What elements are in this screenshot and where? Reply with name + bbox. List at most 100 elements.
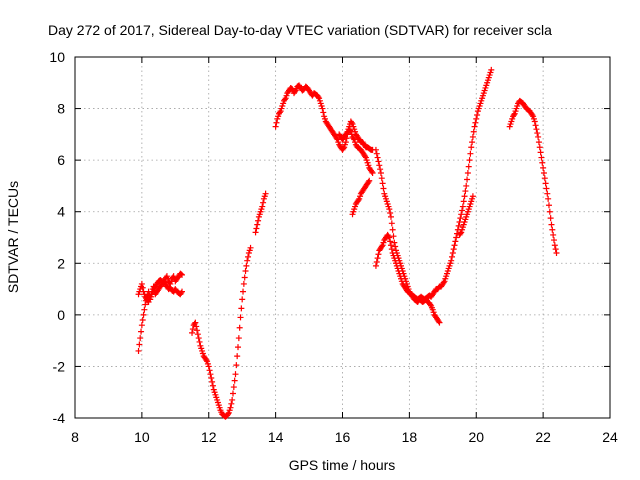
data-point xyxy=(546,208,553,215)
data-point xyxy=(206,367,213,374)
data-point xyxy=(178,271,185,278)
data-point xyxy=(541,175,548,182)
y-tick-label: 6 xyxy=(57,152,65,168)
data-point xyxy=(139,317,146,324)
x-tick-label: 12 xyxy=(201,429,217,445)
data-point xyxy=(372,146,379,153)
x-tick-label: 24 xyxy=(602,429,618,445)
y-axis-title: SDTVAR / TECUs xyxy=(5,181,21,293)
data-point xyxy=(192,319,199,326)
y-tick-label: 4 xyxy=(57,204,65,220)
data-point xyxy=(179,288,185,295)
data-point xyxy=(390,233,397,240)
data-point xyxy=(427,301,434,308)
data-point xyxy=(137,335,144,342)
data-point xyxy=(373,258,380,265)
data-point xyxy=(469,193,476,200)
data-point xyxy=(553,249,560,256)
data-point xyxy=(236,324,243,331)
data-point xyxy=(320,109,327,116)
data-point xyxy=(436,319,443,326)
data-point xyxy=(535,139,542,146)
x-tick-label: 20 xyxy=(468,429,484,445)
data-point xyxy=(189,326,196,333)
data-point xyxy=(262,190,269,197)
data-point xyxy=(537,149,544,156)
data-point xyxy=(542,180,549,187)
x-tick-label: 10 xyxy=(134,429,150,445)
data-point xyxy=(392,243,399,250)
data-point xyxy=(342,139,349,146)
data-point xyxy=(194,331,201,338)
data-point xyxy=(460,198,467,205)
data-point xyxy=(469,133,476,140)
data-point xyxy=(227,404,234,411)
data-point xyxy=(348,119,355,126)
data-point xyxy=(552,246,559,253)
data-point xyxy=(378,243,385,250)
data-point xyxy=(535,133,542,140)
data-point xyxy=(533,126,540,133)
data-point xyxy=(467,150,474,157)
y-tick-label: 8 xyxy=(57,101,65,117)
data-point xyxy=(375,251,382,258)
data-point xyxy=(135,347,142,354)
data-point xyxy=(462,188,469,195)
data-point xyxy=(259,203,266,210)
data-point xyxy=(233,362,240,369)
data-point xyxy=(389,226,396,233)
y-tick-label: -2 xyxy=(53,358,66,374)
data-point xyxy=(379,180,386,187)
data-point xyxy=(378,175,385,182)
data-point xyxy=(209,382,216,389)
data-point xyxy=(391,239,398,246)
data-point xyxy=(388,220,395,227)
data-point xyxy=(273,119,280,126)
data-point xyxy=(387,210,394,217)
data-point xyxy=(458,211,465,218)
data-point xyxy=(545,195,552,202)
data-point xyxy=(239,296,246,303)
data-point xyxy=(440,279,447,286)
data-point xyxy=(377,166,384,173)
data-point xyxy=(387,213,394,220)
data-point xyxy=(387,238,394,245)
data-point xyxy=(241,274,248,281)
data-point xyxy=(238,305,245,312)
data-point xyxy=(366,177,373,184)
data-point xyxy=(529,112,536,119)
data-point xyxy=(141,306,148,313)
data-point xyxy=(281,96,288,103)
data-point xyxy=(532,122,539,129)
data-point xyxy=(140,311,147,318)
data-point xyxy=(315,93,322,100)
data-point xyxy=(343,130,350,137)
data-point xyxy=(468,144,475,151)
data-point xyxy=(474,112,481,119)
y-tick-label: 10 xyxy=(49,49,65,65)
data-point xyxy=(178,289,185,296)
data-point xyxy=(138,328,145,335)
data-point xyxy=(448,257,455,264)
data-point xyxy=(453,234,460,241)
data-point xyxy=(449,249,456,256)
data-point xyxy=(252,229,259,236)
data-point xyxy=(549,226,556,233)
data-point xyxy=(232,371,239,378)
data-point xyxy=(461,193,468,200)
data-point xyxy=(228,400,235,407)
data-point xyxy=(540,170,547,177)
data-point xyxy=(242,268,249,275)
data-point xyxy=(548,221,555,228)
data-point xyxy=(457,215,464,222)
data-point xyxy=(531,118,538,125)
data-point xyxy=(459,203,466,210)
data-point xyxy=(247,244,254,251)
data-point xyxy=(465,163,472,170)
data-point xyxy=(464,176,471,183)
data-point xyxy=(203,356,210,363)
y-axis: -4 -2 0 2 4 6 8 10 xyxy=(49,49,610,426)
data-point xyxy=(449,253,456,260)
data-point xyxy=(340,145,347,152)
